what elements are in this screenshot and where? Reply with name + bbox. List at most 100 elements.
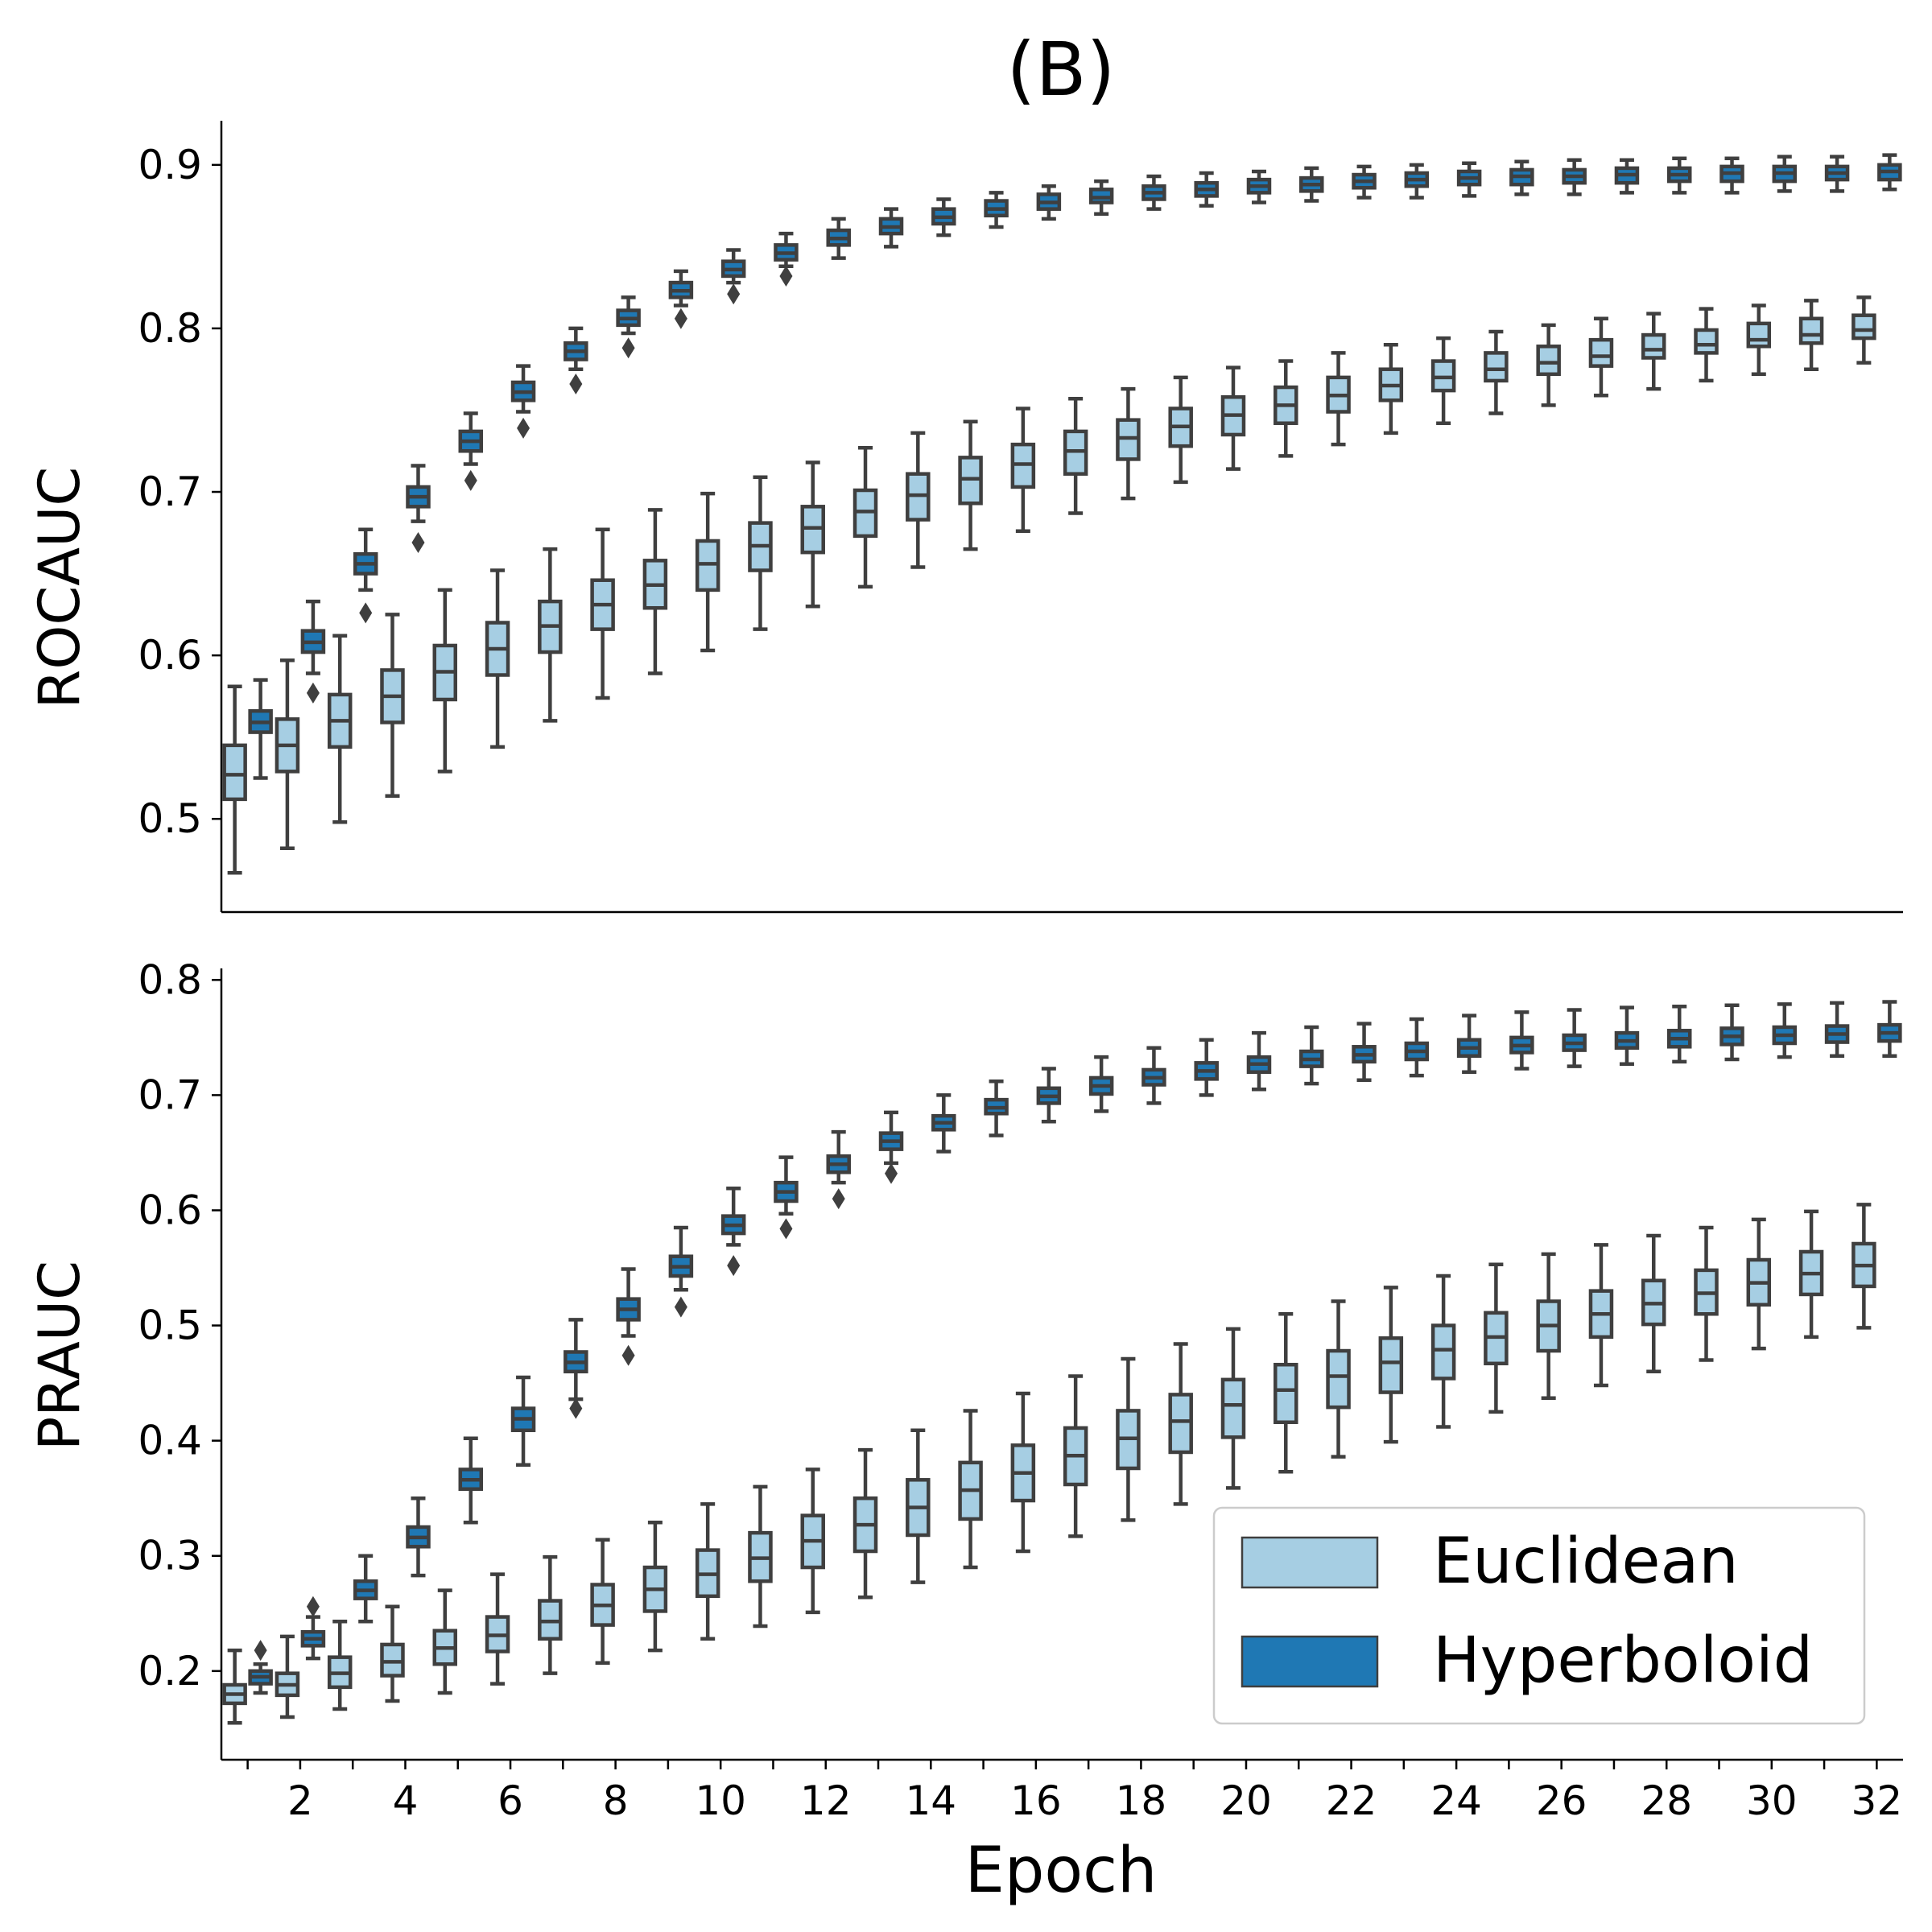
prauc-hyperboloid-box-epoch-25 bbox=[1509, 1010, 1534, 1071]
rocauc-euclidean-box-epoch-16 bbox=[1010, 407, 1036, 534]
outlier-marker bbox=[569, 1397, 583, 1419]
prauc-euclidean-box-epoch-15 bbox=[958, 1409, 983, 1570]
rocauc-hyperboloid-box-epoch-18 bbox=[1141, 174, 1166, 211]
prauc-hyperboloid-box-epoch-2 bbox=[300, 1596, 326, 1661]
prauc-plot-area bbox=[222, 1000, 1902, 1725]
prauc-hyperboloid-box-epoch-11 bbox=[774, 1155, 799, 1240]
rocauc-euclidean-box-epoch-25 bbox=[1484, 329, 1509, 415]
rocauc-hyperboloid-box-epoch-16 bbox=[1036, 184, 1062, 221]
prauc-euclidean-box-epoch-17 bbox=[1063, 1374, 1088, 1538]
rocauc-hyperboloid-box-epoch-12 bbox=[826, 217, 851, 260]
prauc-euclidean-box-epoch-30 bbox=[1746, 1217, 1772, 1351]
rocauc-hyperboloid-box-epoch-7 bbox=[564, 326, 588, 394]
x-tick-label: 22 bbox=[1326, 1777, 1377, 1824]
rocauc-hyperboloid-box-epoch-32 bbox=[1877, 153, 1902, 192]
rocauc-euclidean-box-epoch-28 bbox=[1641, 312, 1666, 391]
rocauc-euclidean-box-epoch-27 bbox=[1588, 316, 1614, 398]
outlier-marker bbox=[727, 283, 741, 305]
prauc-euclidean-box-epoch-14 bbox=[906, 1428, 931, 1584]
prauc-euclidean-box-epoch-23 bbox=[1378, 1286, 1404, 1444]
prauc-hyperboloid-box-epoch-9 bbox=[668, 1225, 694, 1318]
legend-swatch-euclidean bbox=[1241, 1536, 1379, 1589]
rocauc-hyperboloid-box-epoch-3 bbox=[353, 527, 378, 624]
outlier-marker bbox=[306, 682, 320, 704]
prauc-euclidean-box-epoch-26 bbox=[1536, 1252, 1561, 1400]
x-tick-label: 4 bbox=[393, 1777, 419, 1824]
rocauc-euclidean-box-epoch-21 bbox=[1274, 359, 1298, 458]
prauc-hyperboloid-box-epoch-3 bbox=[353, 1554, 378, 1624]
outlier-marker bbox=[779, 265, 793, 287]
outlier-marker bbox=[359, 602, 373, 624]
rocauc-euclidean-box-epoch-14 bbox=[906, 431, 931, 569]
outlier-marker bbox=[411, 531, 425, 553]
rocauc-euclidean-box-epoch-29 bbox=[1694, 307, 1719, 383]
prauc-euclidean-box-epoch-1 bbox=[222, 1648, 247, 1725]
prauc-hyperboloid-box-epoch-8 bbox=[616, 1267, 641, 1366]
outlier-marker bbox=[885, 1162, 898, 1184]
prauc-hyperboloid-box-epoch-14 bbox=[931, 1093, 956, 1154]
prauc-hyperboloid-box-epoch-29 bbox=[1719, 1003, 1744, 1062]
rocauc-euclidean-box-epoch-31 bbox=[1798, 299, 1824, 371]
prauc-euclidean-box-epoch-11 bbox=[748, 1484, 773, 1629]
rocauc-euclidean-box-epoch-24 bbox=[1430, 336, 1456, 425]
figure-title: (B) bbox=[1007, 27, 1116, 113]
x-tick-label: 16 bbox=[1010, 1777, 1062, 1824]
prauc-hyperboloid-box-epoch-28 bbox=[1666, 1004, 1692, 1064]
x-tick-label: 28 bbox=[1641, 1777, 1692, 1824]
prauc-hyperboloid-box-epoch-5 bbox=[458, 1436, 484, 1525]
rocauc-hyperboloid-box-epoch-25 bbox=[1509, 159, 1534, 196]
prauc-euclidean-box-epoch-3 bbox=[327, 1620, 353, 1711]
prauc-euclidean-box-epoch-8 bbox=[590, 1538, 615, 1666]
prauc-euclidean-box-epoch-9 bbox=[642, 1520, 668, 1653]
iqr-box bbox=[1798, 316, 1824, 345]
prauc-euclidean-box-epoch-27 bbox=[1588, 1243, 1614, 1388]
x-tick-label: 12 bbox=[800, 1777, 852, 1824]
rocauc-y-tick-label: 0.7 bbox=[138, 469, 202, 515]
iqr-box bbox=[1746, 321, 1772, 349]
outlier-marker bbox=[727, 1255, 741, 1277]
rocauc-hyperboloid-box-epoch-15 bbox=[984, 191, 1009, 229]
prauc-euclidean-box-epoch-5 bbox=[432, 1588, 458, 1695]
rocauc-hyperboloid-box-epoch-28 bbox=[1666, 156, 1692, 195]
iqr-box bbox=[1326, 1348, 1351, 1410]
rocauc-euclidean-box-epoch-10 bbox=[695, 491, 720, 653]
rocauc-euclidean-box-epoch-1 bbox=[222, 684, 247, 875]
outlier-marker bbox=[779, 1218, 793, 1240]
prauc-euclidean-box-epoch-32 bbox=[1852, 1203, 1876, 1330]
rocauc-euclidean-box-epoch-32 bbox=[1852, 295, 1876, 365]
x-tick-label: 6 bbox=[497, 1777, 523, 1824]
prauc-euclidean-box-epoch-7 bbox=[538, 1554, 563, 1675]
rocauc-hyperboloid-box-epoch-26 bbox=[1562, 158, 1587, 196]
rocauc-euclidean-box-epoch-15 bbox=[958, 419, 983, 551]
rocauc-hyperboloid-box-epoch-11 bbox=[774, 231, 799, 287]
rocauc-hyperboloid-box-epoch-21 bbox=[1299, 166, 1324, 203]
rocauc-euclidean-box-epoch-4 bbox=[380, 613, 405, 799]
rocauc-y-tick-label: 0.9 bbox=[138, 142, 202, 188]
rocauc-euclidean-box-epoch-30 bbox=[1746, 303, 1772, 377]
rocauc-euclidean-box-epoch-23 bbox=[1378, 342, 1404, 436]
outlier-marker bbox=[674, 1296, 687, 1318]
iqr-box bbox=[1694, 328, 1719, 355]
prauc-hyperboloid-box-epoch-15 bbox=[984, 1079, 1009, 1137]
bottom-y-axis-label: PRAUC bbox=[27, 1261, 93, 1451]
prauc-euclidean-box-epoch-28 bbox=[1641, 1233, 1666, 1374]
prauc-euclidean-box-epoch-10 bbox=[695, 1502, 720, 1641]
legend-label-euclidean: Euclidean bbox=[1433, 1525, 1739, 1598]
prauc-euclidean-box-epoch-12 bbox=[800, 1468, 825, 1615]
outlier-marker bbox=[674, 308, 687, 329]
prauc-y-tick-label: 0.5 bbox=[138, 1302, 202, 1349]
outlier-marker bbox=[621, 337, 635, 359]
outlier-marker bbox=[464, 469, 477, 491]
rocauc-hyperboloid-box-epoch-1 bbox=[248, 678, 273, 780]
iqr-box bbox=[1588, 337, 1614, 368]
rocauc-hyperboloid-box-epoch-29 bbox=[1719, 156, 1744, 195]
iqr-box bbox=[1641, 332, 1666, 360]
rocauc-hyperboloid-box-epoch-24 bbox=[1456, 161, 1482, 198]
rocauc-euclidean-box-epoch-26 bbox=[1536, 323, 1561, 407]
rocauc-hyperboloid-box-epoch-8 bbox=[616, 295, 641, 359]
prauc-euclidean-box-epoch-25 bbox=[1484, 1262, 1509, 1414]
rocauc-euclidean-box-epoch-9 bbox=[642, 508, 668, 675]
rocauc-hyperboloid-box-epoch-19 bbox=[1194, 171, 1219, 208]
prauc-hyperboloid-box-epoch-1 bbox=[248, 1640, 273, 1695]
